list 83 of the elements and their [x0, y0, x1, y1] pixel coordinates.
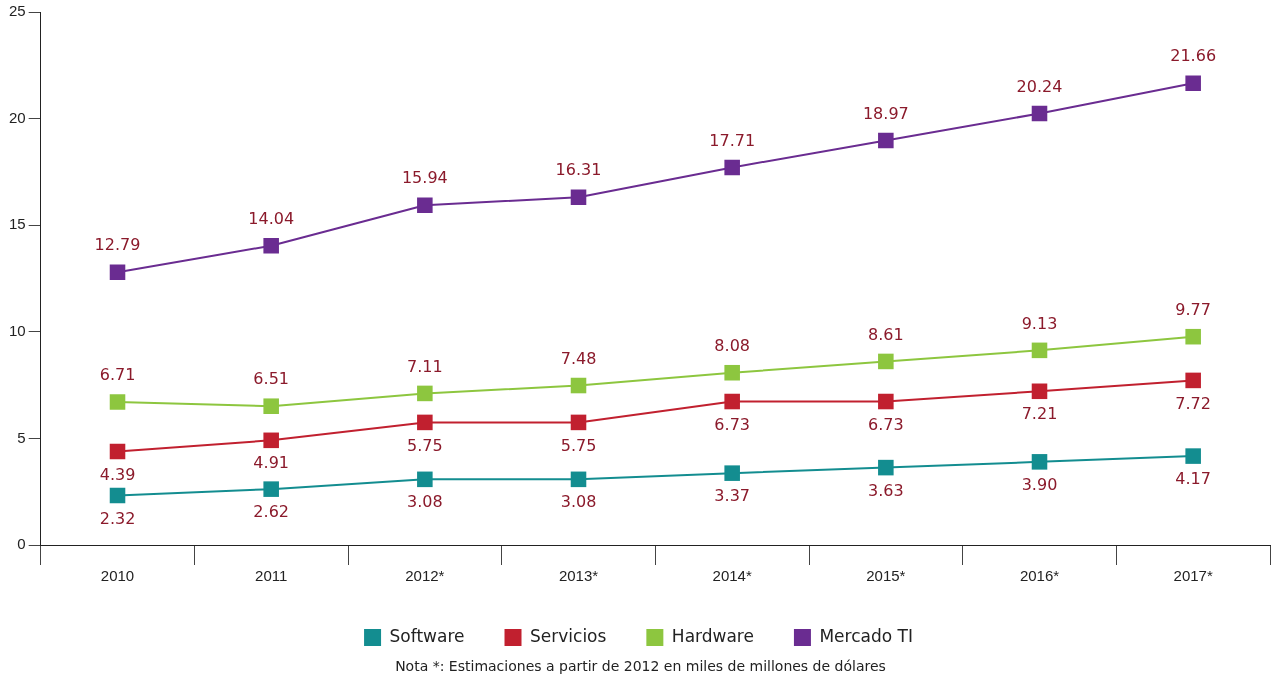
legend-label: Hardware — [671, 625, 754, 646]
data-label: 18.97 — [862, 103, 909, 123]
point — [1185, 448, 1201, 464]
data-label: 2.62 — [253, 502, 289, 522]
data-label: 9.13 — [1021, 313, 1058, 333]
data-label: 6.51 — [253, 369, 289, 389]
data-label: 3.63 — [868, 480, 904, 500]
point — [417, 471, 433, 488]
text: Nota *: Estimaciones a partir de 2012 en miles de millones de dólares — [394, 658, 887, 674]
point — [109, 394, 126, 410]
y-tick-label: 20 — [9, 108, 26, 126]
point — [724, 364, 740, 381]
data-label: 8.61 — [868, 324, 904, 344]
y-tick-label: 25 — [9, 2, 26, 20]
point — [1185, 75, 1201, 91]
point — [878, 459, 894, 476]
point — [570, 189, 587, 206]
data-label: 4.91 — [253, 453, 289, 473]
point — [1031, 383, 1048, 400]
point — [263, 398, 279, 414]
point — [724, 393, 740, 410]
point — [724, 465, 740, 481]
data-label: 5.75 — [560, 435, 597, 455]
point — [1185, 372, 1201, 389]
data-label: 3.37 — [714, 486, 750, 506]
point — [1185, 328, 1201, 345]
x-tick-label: 2010 — [100, 567, 135, 585]
x-tick-label: 2013* — [558, 567, 599, 585]
legend-label: Servicios — [530, 625, 607, 646]
data-label: 7.21 — [1021, 404, 1058, 424]
point — [263, 237, 279, 254]
data-label: 4.39 — [99, 464, 136, 484]
point — [263, 481, 279, 497]
data-label: 3.08 — [407, 492, 443, 512]
point — [417, 385, 433, 402]
data-label: 4.17 — [1175, 469, 1211, 489]
data-label: 7.72 — [1175, 393, 1211, 413]
data-label: 7.11 — [407, 356, 443, 376]
point — [570, 471, 587, 488]
point — [878, 353, 894, 370]
data-label: 17.71 — [709, 130, 756, 150]
data-label: 7.48 — [560, 348, 597, 368]
point — [570, 414, 587, 431]
point — [109, 264, 126, 281]
x-tick-label: 2017* — [1173, 567, 1213, 585]
x-tick-label: 2011 — [255, 567, 288, 585]
legend-label: Software — [389, 625, 465, 646]
point — [417, 197, 433, 213]
data-label: 21.66 — [1170, 46, 1217, 66]
point — [1031, 342, 1048, 359]
x-tick-label: 2014* — [712, 567, 752, 585]
point — [570, 377, 587, 394]
data-label: 16.31 — [555, 160, 602, 180]
point — [109, 487, 126, 504]
y-tick-label: 15 — [9, 215, 26, 233]
data-label: 3.08 — [560, 492, 597, 512]
x-tick-label: 2016* — [1019, 567, 1060, 585]
x-tick-label: 2012* — [405, 567, 445, 585]
data-label: 14.04 — [248, 208, 295, 228]
data-label: 2.32 — [99, 508, 136, 528]
y-tick-label: 10 — [9, 321, 26, 339]
data-label: 3.90 — [1021, 475, 1058, 495]
data-label: 5.75 — [407, 435, 443, 455]
data-label: 6.73 — [868, 414, 904, 434]
point — [263, 432, 279, 449]
data-label: 20.24 — [1016, 76, 1063, 96]
point — [1031, 105, 1048, 122]
data-label: 8.08 — [714, 335, 750, 355]
y-tick-label: 5 — [17, 428, 26, 446]
point — [1031, 454, 1048, 470]
point — [109, 443, 126, 460]
y-tick-label: 0 — [17, 535, 26, 553]
data-label: 6.73 — [714, 414, 750, 434]
data-label: 6.71 — [99, 365, 136, 385]
data-label: 12.79 — [94, 235, 141, 255]
data-label: 15.94 — [401, 168, 448, 188]
x-tick-label: 2015* — [866, 567, 906, 585]
data-label: 9.77 — [1175, 299, 1211, 319]
point — [878, 393, 894, 410]
point — [878, 132, 894, 149]
legend-label: Mercado TI — [819, 625, 913, 646]
point — [417, 414, 433, 431]
point — [724, 159, 740, 176]
